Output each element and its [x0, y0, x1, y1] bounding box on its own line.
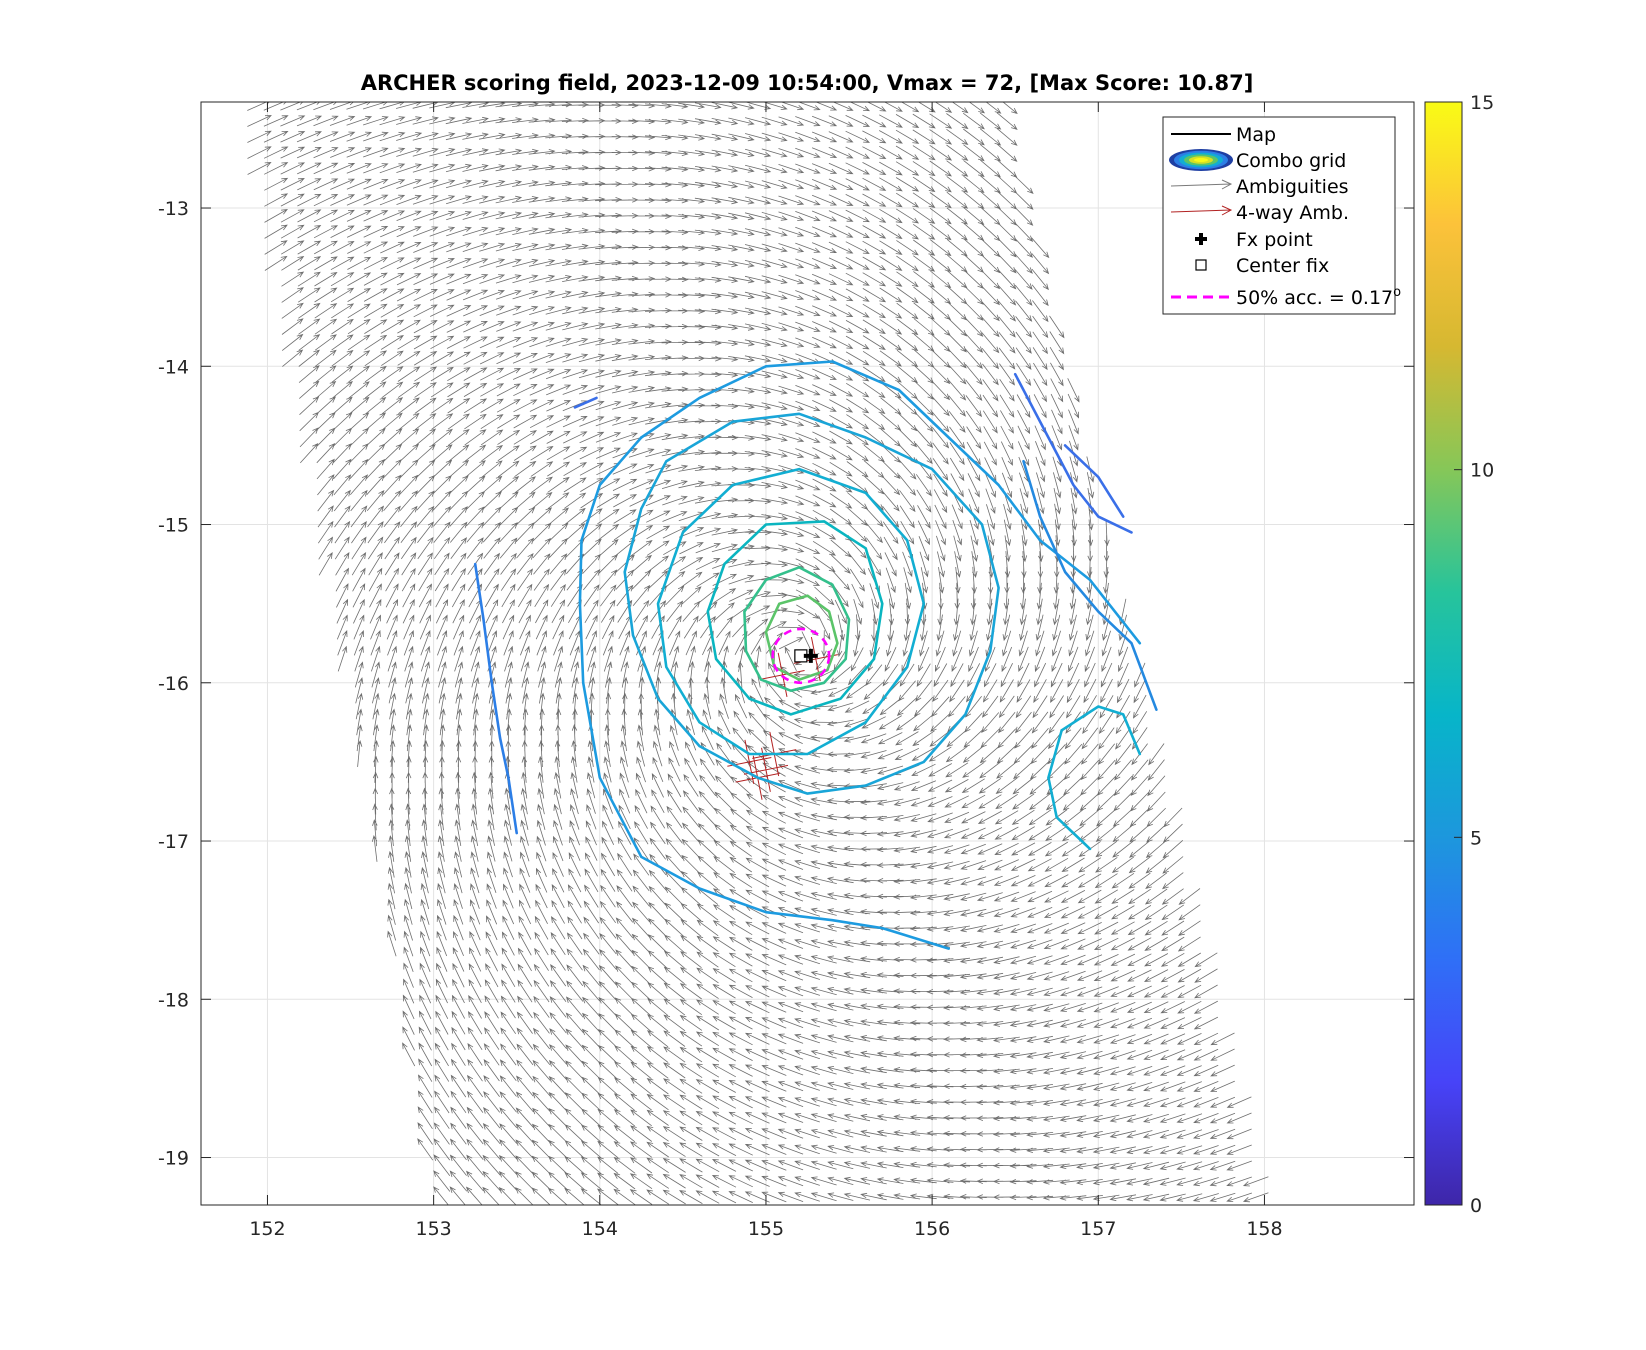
y-tick-label: -15 [158, 515, 189, 537]
four-way-ambiguity-arrow [735, 777, 758, 783]
legend-label-text: Fx point [1236, 229, 1313, 251]
score-contour [578, 539, 950, 950]
y-tick-label: -13 [158, 198, 189, 220]
score-contour [656, 467, 926, 756]
y-tick-label: -17 [158, 831, 189, 853]
chart-title: ARCHER scoring field, 2023-12-09 10:54:0… [361, 71, 1254, 95]
four-way-ambiguity-arrow [773, 753, 780, 777]
score-contour [580, 436, 643, 542]
four-way-ambiguity-arrow [769, 731, 775, 755]
four-way-ambiguity-arrow [727, 761, 750, 767]
legend-label: Center fix [1236, 255, 1329, 277]
legend-plus-swatch [1195, 233, 1207, 245]
four-way-ambiguity-arrow [749, 757, 772, 763]
x-tick-label: 157 [1080, 1218, 1116, 1240]
legend-label-text: Map [1236, 124, 1276, 146]
legend-label-text: 50% acc. = 0.17 [1236, 287, 1393, 309]
legend-arrow-swatch [1170, 205, 1233, 216]
colorbar-tick-label: 0 [1470, 1195, 1482, 1217]
plot-frame [200, 101, 1415, 1206]
colorbar-tick-label: 5 [1470, 827, 1482, 849]
x-tick-label: 158 [1246, 1218, 1282, 1240]
score-contour [706, 520, 884, 716]
x-tick-label: 152 [249, 1218, 285, 1240]
fx-point-marker [803, 648, 818, 663]
score-contour [1060, 705, 1142, 756]
colorbar-tick-label: 10 [1470, 460, 1494, 482]
combo-grid-contours [473, 360, 1158, 950]
legend-label: 4-way Amb. [1236, 202, 1349, 224]
legend-label-text: Combo grid [1236, 150, 1346, 172]
legend-label: 50% acc. = 0.17o [1236, 285, 1401, 309]
score-contour [1013, 372, 1133, 534]
legend-label-superscript: o [1393, 285, 1401, 300]
colorbar-gradient [1424, 101, 1463, 1206]
accuracy-circle [771, 627, 831, 685]
legend-label-text: Center fix [1236, 255, 1329, 277]
four-way-ambiguity-arrow [744, 739, 750, 762]
legend-label: Ambiguities [1236, 176, 1349, 198]
y-tick-label: -19 [158, 1148, 189, 1170]
legend-combo-swatch [1194, 158, 1208, 162]
legend-square-swatch [1195, 259, 1207, 271]
x-tick-label: 154 [582, 1218, 618, 1240]
score-contour [764, 594, 839, 681]
colorbar: 0 5 10 15 [1424, 92, 1494, 1217]
legend-label-text: 4-way Amb. [1236, 202, 1349, 224]
score-contour [1047, 729, 1092, 851]
four-way-ambiguity-arrow [752, 755, 759, 778]
y-tick-label: -16 [158, 673, 189, 695]
y-tick-label: -18 [158, 989, 189, 1011]
legend-arrow-swatch [1170, 179, 1233, 190]
score-contour [623, 412, 1000, 795]
fix-markers [771, 627, 831, 685]
x-tick-label: 153 [415, 1218, 451, 1240]
legend: Map Combo grid Ambiguities 4-way Amb. Fx poi… [1162, 116, 1401, 315]
axis-ticks: 152 153 154 155 156 157 158 -13 -14 -15 -16 -17 -18 -… [158, 102, 1414, 1240]
legend-label: Fx point [1236, 229, 1313, 251]
four-way-ambiguities [727, 636, 838, 800]
four-way-ambiguity-arrow [757, 777, 763, 800]
legend-label: Map [1236, 124, 1276, 146]
score-contour [473, 562, 518, 835]
legend-label: Combo grid [1236, 150, 1346, 172]
colorbar-tick-label: 15 [1470, 92, 1494, 114]
score-contour [1063, 444, 1125, 518]
y-tick-label: -14 [158, 356, 189, 378]
legend-label-text: Ambiguities [1236, 176, 1349, 198]
x-tick-label: 155 [748, 1218, 784, 1240]
four-way-ambiguity-arrow [757, 772, 780, 779]
x-tick-label: 156 [914, 1218, 950, 1240]
four-way-ambiguity-arrow [760, 674, 783, 680]
score-contour [573, 396, 598, 409]
score-contour [743, 566, 851, 692]
score-contour [1022, 459, 1158, 711]
four-way-ambiguity-arrow [815, 658, 821, 682]
score-contour [640, 360, 1142, 645]
